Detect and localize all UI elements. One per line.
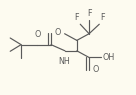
Text: F: F [87, 9, 91, 18]
Text: O: O [55, 28, 61, 37]
Text: OH: OH [102, 53, 115, 62]
Text: O: O [34, 30, 41, 39]
Text: O: O [93, 65, 99, 74]
Text: F: F [100, 13, 105, 22]
Text: F: F [75, 13, 79, 22]
Text: NH: NH [58, 57, 70, 66]
